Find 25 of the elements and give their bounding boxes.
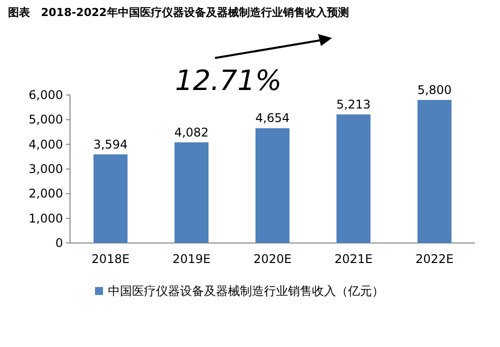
x-tick-label: 2022E [415,252,454,266]
data-label: 5,213 [336,97,371,112]
data-label: 4,082 [174,125,209,140]
data-label: 3,594 [93,137,128,152]
x-tick-label: 2019E [172,252,211,266]
y-tick-label: 4,000 [28,137,63,152]
bar [174,142,209,243]
data-label: 4,654 [255,111,290,126]
annotation: 12.71% [175,64,282,97]
y-tick-label: 2,000 [28,186,63,201]
bar [336,114,371,243]
y-tick-label: 0 [55,236,63,250]
x-tick-label: 2020E [253,252,292,266]
chart-title: 图表 2018-2022年中国医疗仪器设备及器械制造行业销售收入预测 [8,6,349,19]
y-tick-label: 1,000 [28,211,63,226]
bar [93,154,128,243]
y-tick-label: 3,000 [28,162,63,176]
x-tick-label: 2021E [334,252,373,266]
legend-label: 中国医疗仪器设备及器械制造行业销售收入（亿元） [108,284,384,298]
y-tick-label: 5,000 [28,112,63,127]
bar [417,100,452,243]
bar [255,128,290,243]
data-label: 5,800 [417,82,452,97]
y-tick-label: 6,000 [28,88,63,102]
x-tick-label: 2018E [91,252,130,266]
